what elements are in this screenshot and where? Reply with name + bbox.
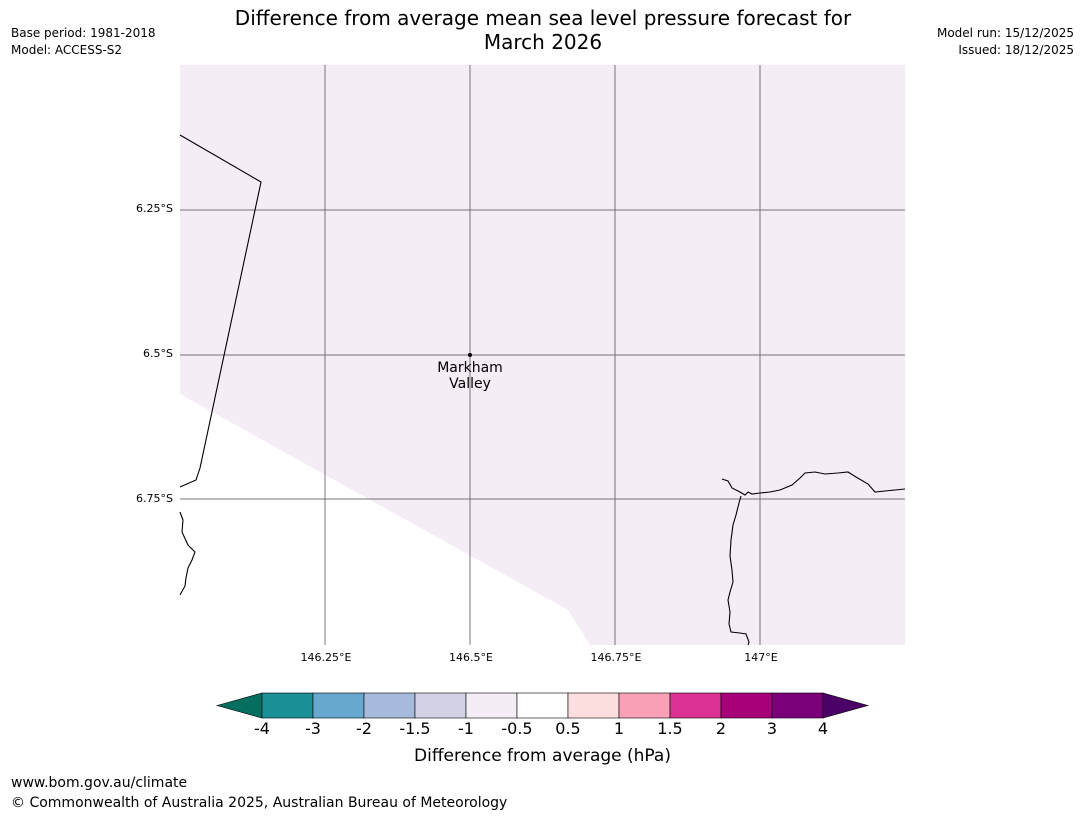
colorbar-segment (312, 692, 365, 719)
map-title: Difference from average mean sea level p… (180, 6, 906, 54)
colorbar-tick-label: 1.5 (657, 719, 683, 738)
location-name-line-1: Markham (437, 360, 503, 376)
colorbar-tick-label: -1 (458, 719, 474, 738)
location-marker (468, 353, 472, 357)
colorbar-segment (567, 692, 620, 719)
lon-label-147: 147°E (744, 651, 778, 664)
coast-west-fragment (179, 511, 196, 596)
coast-east (721, 471, 906, 496)
lon-label-1465: 146.5°E (449, 651, 493, 664)
colorbar-segment (720, 692, 773, 719)
base-period-text: Base period: 1981-2018 (11, 26, 156, 40)
lon-label-14625: 146.25°E (300, 651, 352, 664)
colorbar-tick-label: 1 (613, 719, 625, 738)
header-meta-right: Model run: 15/12/2025 Issued: 18/12/2025 (937, 25, 1074, 59)
colorbar-segment (414, 692, 467, 719)
colorbar-segment (261, 692, 314, 719)
colorbar-segment (618, 692, 671, 719)
colorbar-tick-label: -0.5 (501, 719, 533, 738)
footer-url: www.bom.gov.au/climate (11, 775, 188, 791)
colorbar-segment (669, 692, 722, 719)
issued-text: Issued: 18/12/2025 (958, 43, 1074, 57)
colorbar-tick-label: 4 (817, 719, 829, 738)
coast-east-river (727, 495, 750, 646)
border-line-west (179, 134, 262, 488)
header-meta-left: Base period: 1981-2018 Model: ACCESS-S2 (11, 25, 156, 59)
location-name-line-2: Valley (449, 376, 491, 392)
colorbar-segment (771, 692, 824, 719)
title-line-2: March 2026 (483, 30, 603, 54)
colorbar-extend-low (215, 692, 263, 719)
colorbar-segment (363, 692, 416, 719)
colorbar-segment (516, 692, 569, 719)
graticule (180, 65, 905, 645)
colorbar-label: Difference from average (hPa) (414, 746, 671, 766)
coastlines (179, 134, 906, 646)
colorbar-tick-label: -4 (254, 719, 270, 738)
colorbar-segment (465, 692, 518, 719)
colorbar-tick-label: -2 (356, 719, 372, 738)
footer-copyright: © Commonwealth of Australia 2025, Austra… (11, 795, 508, 811)
colorbar-extend-high (822, 692, 870, 719)
lat-label-650: 6.5°S (143, 347, 173, 360)
colorbar-tick-label: 2 (715, 719, 727, 738)
title-line-1: Difference from average mean sea level p… (234, 6, 852, 30)
colorbar-tick-label: -1.5 (399, 719, 431, 738)
colorbar-tick-label: 0.5 (555, 719, 581, 738)
colorbar-tick-label: 3 (766, 719, 778, 738)
colorbar-tick-label: -3 (305, 719, 321, 738)
lat-label-625: 6.25°S (136, 202, 173, 215)
lat-label-675: 6.75°S (136, 492, 173, 505)
model-run-text: Model run: 15/12/2025 (936, 26, 1074, 40)
model-text: Model: ACCESS-S2 (11, 43, 123, 57)
lon-label-14675: 146.75°E (590, 651, 642, 664)
location-label: Markham Valley (410, 360, 530, 392)
